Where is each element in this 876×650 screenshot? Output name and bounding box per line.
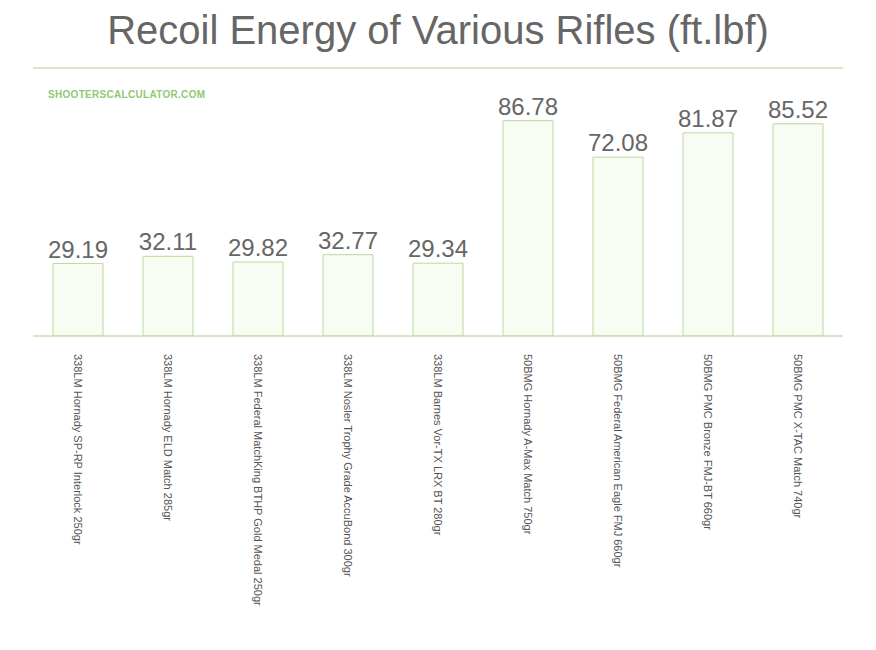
html-text:Recoil Energy of Various Rifle: Recoil Energy of Various Rifles (ft.lbf): [107, 8, 769, 52]
svg-text:86.78: 86.78: [498, 93, 558, 120]
svg-text:50BMG Federal American Eagle F: 50BMG Federal American Eagle FMJ 660gr: [612, 354, 624, 568]
svg-text:29.82: 29.82: [228, 234, 288, 261]
svg-text:338LM Federal MatchKing BTHP G: 338LM Federal MatchKing BTHP Gold Medal …: [252, 354, 264, 606]
svg-text:338LM Hornady ELD Match 285gr: 338LM Hornady ELD Match 285gr: [162, 354, 174, 521]
svg-text:85.52: 85.52: [768, 96, 828, 123]
svg-text:50BMG Hornady A-Max Match 750g: 50BMG Hornady A-Max Match 750gr: [522, 354, 534, 535]
svg-text:72.08: 72.08: [588, 129, 648, 156]
svg-text:32.77: 32.77: [318, 227, 378, 254]
svg-text:338LM Hornady SP-RP Interlock: 338LM Hornady SP-RP Interlock 250gr: [72, 354, 84, 545]
svg-text:338LM Nosler Trophy Grade Accu: 338LM Nosler Trophy Grade AccuBond 300gr: [342, 354, 354, 577]
svg-text:32.11: 32.11: [139, 228, 197, 255]
svg-text:29.34: 29.34: [408, 235, 468, 262]
svg-text:81.87: 81.87: [678, 105, 738, 132]
svg-text:29.19: 29.19: [48, 236, 108, 263]
svg-text:50BMG PMC X-TAC Match 740gr: 50BMG PMC X-TAC Match 740gr: [792, 354, 804, 519]
html-text:SHOOTERSCALCULATOR.COM: SHOOTERSCALCULATOR.COM: [48, 89, 206, 100]
svg-text:338LM Barnes Vor-TX LRX BT 280: 338LM Barnes Vor-TX LRX BT 280gr: [432, 354, 444, 536]
svg-text:50BMG PMC Bronze FMJ-BT 660gr: 50BMG PMC Bronze FMJ-BT 660gr: [702, 354, 714, 530]
